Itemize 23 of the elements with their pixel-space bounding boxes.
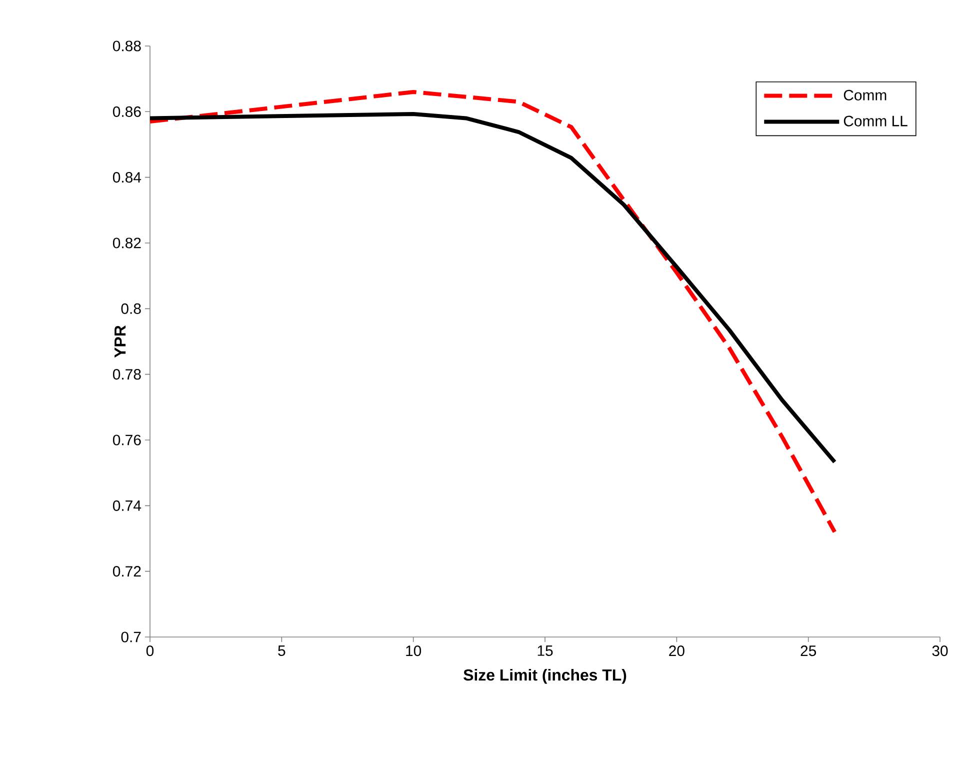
y-tick-label: 0.78 xyxy=(112,369,141,380)
y-tick-label: 0.84 xyxy=(112,172,142,183)
x-tick-label: 0 xyxy=(146,646,154,656)
y-tick-label: 0.86 xyxy=(112,106,141,117)
y-tick-label: 0.82 xyxy=(112,238,141,248)
y-tick-label: 0.74 xyxy=(112,500,142,511)
x-tick-label: 20 xyxy=(669,646,684,656)
line-series xyxy=(150,112,837,464)
text: Comm LL xyxy=(844,116,908,126)
text: Comm xyxy=(844,90,886,100)
y-tick-label: 0.8 xyxy=(121,303,141,314)
y-tick-label: 0.7 xyxy=(121,632,141,642)
x-tick-label: 25 xyxy=(800,646,816,656)
y-axis-title: YPR xyxy=(114,325,126,358)
x-tick-label: 5 xyxy=(278,646,286,656)
y-tick-label: 0.76 xyxy=(112,434,141,446)
line-series xyxy=(150,90,837,534)
x-tick-label: 15 xyxy=(538,646,553,656)
x-axis-title: Size Limit (inches TL) xyxy=(464,668,626,684)
x-tick-label: 10 xyxy=(406,646,422,656)
x-tick-label: 30 xyxy=(932,646,948,656)
y-tick-label: 0.72 xyxy=(112,566,141,577)
y-tick-label: 0.88 xyxy=(112,40,141,52)
